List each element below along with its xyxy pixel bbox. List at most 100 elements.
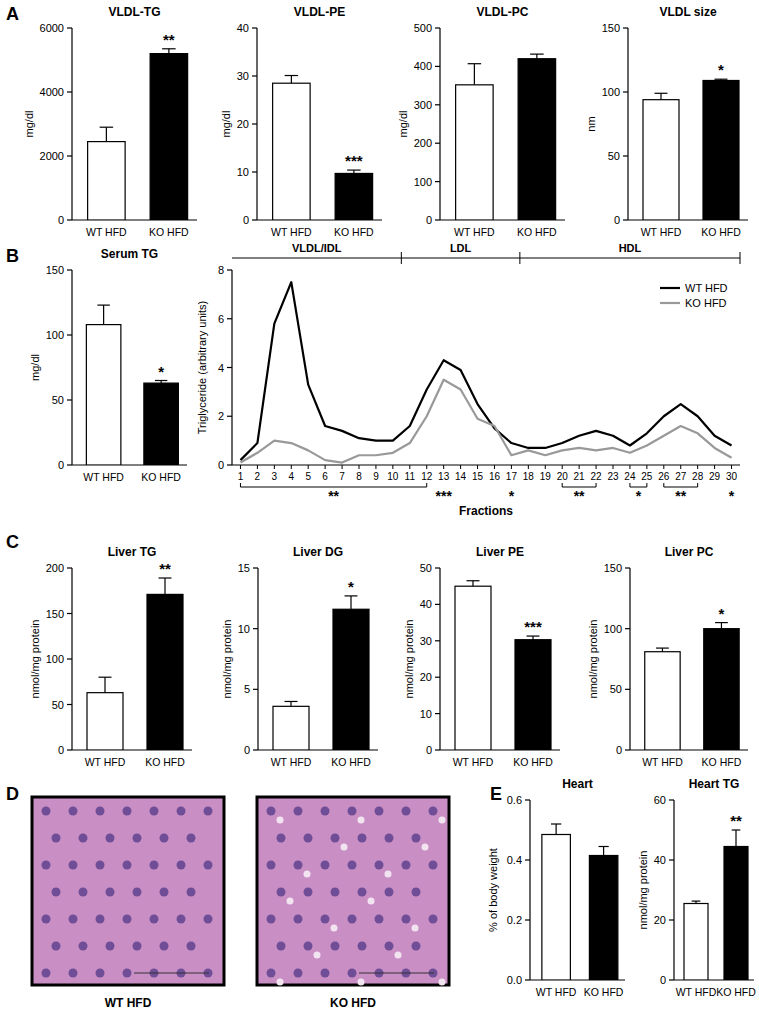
x-tick [663, 465, 664, 469]
error-stem [103, 305, 104, 325]
nucleus [123, 969, 132, 978]
nucleus [123, 915, 132, 924]
significance: * [158, 363, 164, 380]
bar [703, 80, 739, 220]
bar [333, 609, 369, 750]
y-tick [227, 367, 232, 368]
nucleus [321, 861, 330, 870]
nucleus [429, 915, 438, 924]
nucleus [358, 888, 367, 897]
lipid-droplet [341, 844, 348, 851]
y-tick-label: 4000 [40, 86, 64, 98]
nucleus [304, 888, 313, 897]
lipid-droplet [358, 817, 365, 824]
y-axis [529, 800, 530, 980]
x-tick-label: 8 [356, 471, 362, 482]
x-tick [359, 465, 360, 469]
error-bar [551, 824, 561, 835]
y-tick [435, 181, 440, 182]
x-tick [409, 465, 410, 469]
x-tick-label: WT HFD [83, 471, 124, 483]
y-tick-label: 50 [52, 699, 64, 711]
error-stem [556, 824, 557, 835]
y-tick-label: 0 [58, 744, 64, 756]
x-tick-label: KO HFD [517, 226, 557, 238]
y-axis [71, 28, 72, 220]
y-tick [67, 613, 72, 614]
y-tick [252, 75, 257, 76]
y-tick-label: 200 [46, 562, 64, 574]
lines [240, 282, 731, 462]
x-tick-label: KO HFD [149, 226, 189, 238]
y-tick-label: 40 [420, 598, 432, 610]
y-tick [623, 91, 628, 92]
x-tick [697, 465, 698, 469]
bar [144, 383, 179, 465]
nucleus [160, 942, 169, 951]
bracket [664, 483, 698, 487]
nucleus [123, 807, 132, 816]
image-label: KO HFD [330, 996, 376, 1010]
nucleus [187, 942, 196, 951]
y-tick-label: 20 [420, 671, 432, 683]
y-tick-label: 6000 [40, 22, 64, 34]
y-tick [435, 677, 440, 678]
y-tick [623, 219, 628, 220]
nucleus [277, 834, 286, 843]
error-bar [99, 677, 112, 692]
y-tick [253, 628, 258, 629]
nucleus [348, 969, 357, 978]
y-tick-label: 150 [46, 608, 64, 620]
y-tick-label: 150 [604, 562, 622, 574]
x-tick-label: WT HFD [271, 756, 312, 768]
y-tick-label: 100 [602, 86, 620, 98]
nucleus [358, 942, 367, 951]
error-bar [155, 381, 167, 384]
nucleus [106, 942, 115, 951]
panel-label: A [6, 4, 19, 24]
x-tick-label: 29 [709, 471, 721, 482]
y-tick-label: 0 [58, 214, 64, 226]
nucleus [42, 807, 51, 816]
chart-title: Liver TG [108, 545, 157, 559]
y-tick-label: 0 [426, 214, 432, 226]
error-bar [468, 64, 482, 85]
nucleus [187, 888, 196, 897]
error-bar [530, 54, 544, 59]
y-tick [253, 567, 258, 568]
nucleus [277, 888, 286, 897]
y-tick-label: 8 [218, 264, 224, 276]
bar [456, 85, 494, 220]
error-cap [656, 647, 669, 648]
bar-chart: Heart TG0204060nmol/mg proteinWT HFDKO H… [637, 777, 756, 998]
x-tick-label: 16 [489, 471, 501, 482]
y-axis-label: nmol/mg protein [403, 620, 415, 699]
nucleus [204, 807, 213, 816]
chart-title: Liver DG [293, 545, 343, 559]
x-tick-label: KO HFD [584, 986, 624, 998]
nucleus [187, 834, 196, 843]
error-bar [692, 901, 701, 903]
nucleus [96, 969, 105, 978]
chart-title: Heart [562, 777, 593, 791]
series-line [240, 282, 731, 460]
panel-label: C [6, 532, 19, 552]
y-axis-label: nmol/mg protein [29, 620, 41, 699]
bars [273, 596, 369, 750]
nucleus [402, 915, 411, 924]
bar [455, 586, 491, 750]
chart-title: Serum TG [101, 247, 158, 261]
chart-title: VLDL-PE [294, 5, 345, 19]
error-bar [656, 648, 669, 652]
x-tick-label: 21 [574, 471, 586, 482]
lipid-droplet [304, 871, 311, 878]
x-tick-label: 9 [373, 471, 379, 482]
y-tick-label: 100 [414, 176, 432, 188]
y-tick-label: 200 [414, 137, 432, 149]
y-tick [67, 27, 72, 28]
y-tick-label: 40 [237, 22, 249, 34]
x-tick [392, 465, 393, 469]
error-stem [350, 596, 351, 609]
error-bar [100, 127, 114, 141]
error-stem [536, 54, 537, 59]
